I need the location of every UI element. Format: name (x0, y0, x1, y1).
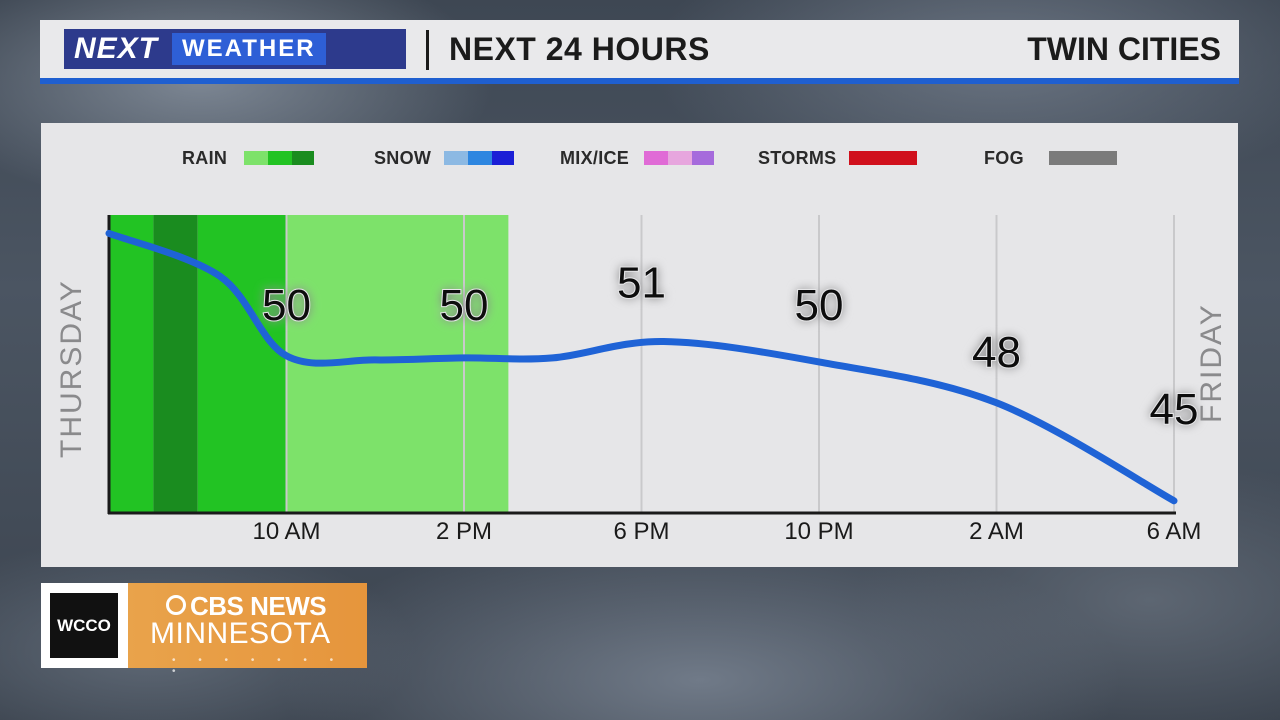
rain-band-3 (197, 215, 287, 513)
legend-snow-swatch-1 (444, 151, 468, 165)
chart-panel: RAIN SNOW MIX/ICE STORMS FOG 10 AM 2 PM 6 … (41, 123, 1238, 567)
temperature-line (105, 229, 1178, 505)
x-tick-label: 2 PM (436, 518, 492, 545)
wcco-logo-text: WCCO (50, 593, 118, 658)
next-weather-logo: NEXT WEATHER (64, 29, 406, 69)
legend-storms-swatch (849, 151, 917, 165)
legend-snow-swatch-2 (468, 151, 492, 165)
legend-rain-swatch-1 (244, 151, 268, 165)
location-label: TWIN CITIES (1027, 31, 1221, 67)
station-brand: WCCO CBS NEWS MINNESOTA • • • • • • • • (41, 583, 367, 677)
legend-fog-label: FOG (984, 148, 1024, 168)
x-tick-label: 10 PM (784, 518, 853, 545)
legend-rain-swatch-2 (268, 151, 292, 165)
value-label: 50 (795, 281, 844, 330)
legend-storms-label: STORMS (758, 148, 837, 168)
legend-mix-label: MIX/ICE (560, 148, 630, 168)
temperature-chart: 10 AM 2 PM 6 PM 10 PM 2 AM 6 AM 50 50 51 50 48 45 (105, 215, 1202, 545)
logo-next-text: NEXT (74, 32, 159, 65)
value-label: 50 (440, 281, 489, 330)
legend-fog-swatch (1049, 151, 1117, 165)
legend-mix-swatch-1 (644, 151, 668, 165)
legend-mix-swatch-2 (668, 151, 692, 165)
network-name: CBS NEWS (190, 591, 327, 621)
logo-weather-text: WEATHER (172, 33, 326, 65)
page-title: NEXT 24 HOURS (449, 31, 710, 67)
value-label: 51 (617, 259, 666, 308)
cbs-news-minnesota-logo: CBS NEWS MINNESOTA • • • • • • • • (128, 583, 367, 677)
header-bar: NEXT WEATHER NEXT 24 HOURS TWIN CITIES (40, 20, 1239, 84)
value-label: 48 (972, 328, 1021, 377)
legend-snow-swatch-3 (492, 151, 514, 165)
x-tick-label: 6 AM (1147, 518, 1202, 545)
day-label-thursday: THURSDAY (55, 279, 88, 458)
legend-mix-swatch-3 (692, 151, 714, 165)
legend-snow-label: SNOW (374, 148, 432, 168)
decorative-dots: • • • • • • • • (172, 655, 344, 677)
x-tick-label: 2 AM (969, 518, 1024, 545)
cbs-eye-icon (166, 595, 186, 615)
value-label: 50 (262, 281, 311, 330)
value-label: 45 (1150, 385, 1199, 434)
rain-band-1 (109, 215, 154, 513)
x-tick-label: 10 AM (252, 518, 320, 545)
day-label-friday: FRIDAY (1195, 303, 1228, 423)
x-tick-label: 6 PM (613, 518, 669, 545)
header-divider (426, 30, 429, 70)
wcco-logo: WCCO (41, 583, 128, 668)
legend-rain-swatch-3 (292, 151, 314, 165)
legend-rain-label: RAIN (182, 148, 228, 168)
region-name: MINNESOTA (150, 617, 331, 650)
